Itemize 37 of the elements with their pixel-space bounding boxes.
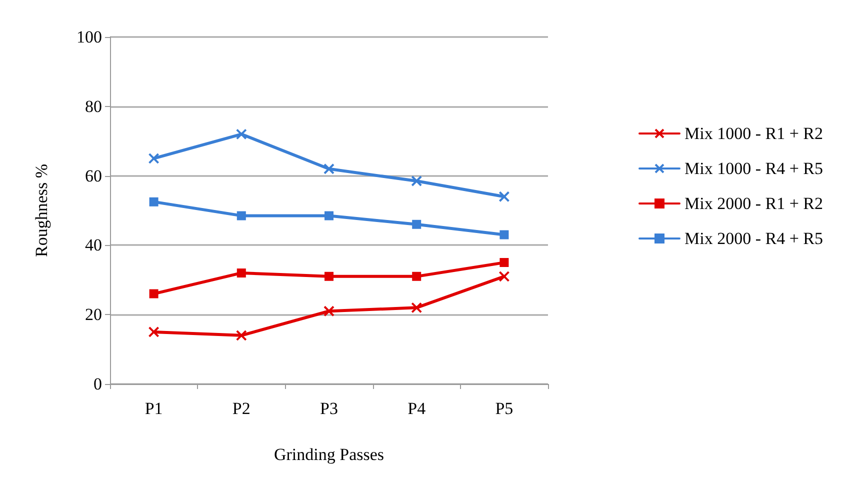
x-tick-label: P4: [408, 399, 426, 418]
point: [236, 268, 246, 278]
point: [236, 128, 247, 140]
point: [149, 197, 158, 206]
point: [324, 211, 334, 220]
point: [324, 306, 334, 317]
point: [236, 211, 246, 220]
point: [498, 270, 510, 282]
y-tick-label: 0: [94, 374, 102, 394]
y-tick-label: 60: [85, 166, 102, 186]
legend-label: Mix 1000 - R1 + R2: [684, 124, 823, 143]
point: [148, 326, 160, 338]
point: [324, 272, 334, 281]
point: [148, 152, 160, 164]
x-axis-title: Grinding Passes: [274, 445, 384, 464]
point: [412, 272, 422, 281]
y-tick-label: 100: [76, 28, 102, 46]
point: [500, 230, 509, 240]
point: [149, 289, 158, 298]
legend-label: Mix 1000 - R4 + R5: [684, 159, 823, 178]
x-tick-label: P5: [495, 399, 514, 418]
legend-label: Mix 2000 - R4 + R5: [684, 229, 823, 248]
point: [236, 330, 247, 341]
x-tick-label: P2: [232, 399, 250, 418]
point: [500, 258, 509, 268]
point: [411, 176, 422, 187]
point: [411, 302, 422, 314]
legend-label: Mix 2000 - R1 + R2: [684, 194, 823, 213]
y-axis-title: Roughness %: [32, 164, 51, 258]
y-tick-label: 40: [85, 236, 102, 255]
point: [412, 220, 422, 229]
point: [498, 191, 510, 202]
x-tick-label: P3: [320, 399, 338, 418]
point: [324, 163, 334, 174]
y-tick-label: 20: [85, 305, 102, 324]
x-tick-label: P1: [144, 399, 163, 418]
y-tick-label: 80: [85, 96, 102, 116]
